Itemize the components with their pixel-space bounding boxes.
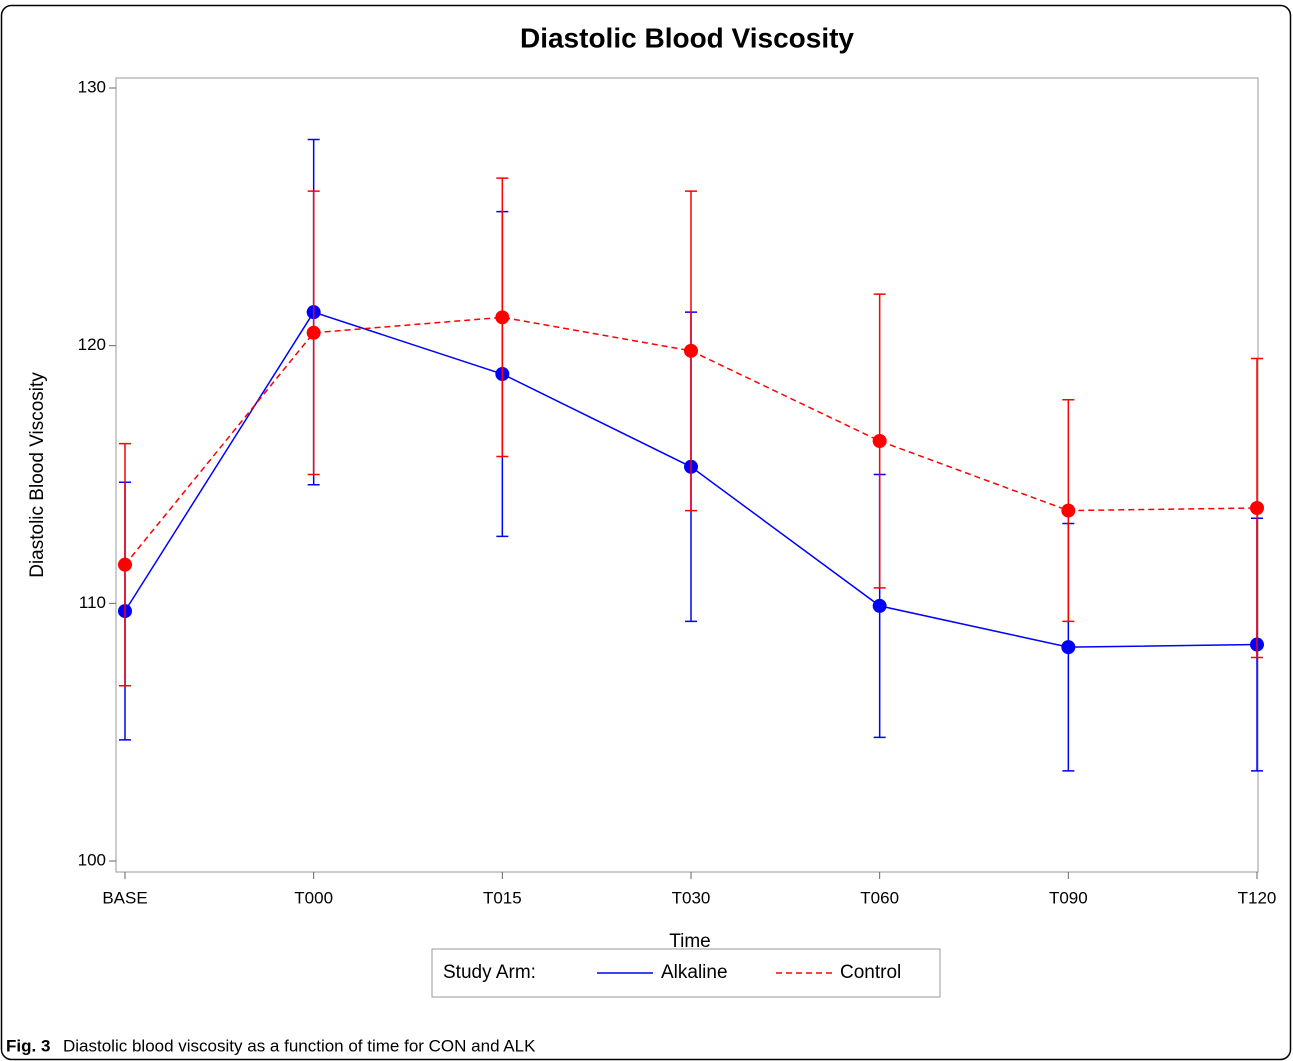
caption-text: Diastolic blood viscosity as a function … — [63, 1036, 536, 1055]
data-point — [872, 598, 887, 613]
data-point — [495, 310, 510, 325]
x-tick-label: T120 — [1238, 888, 1277, 907]
x-tick-label: T000 — [294, 888, 333, 907]
figure-border — [0, 4, 1292, 1061]
x-tick-label: T060 — [860, 888, 899, 907]
legend-title: Study Arm: — [443, 962, 536, 983]
y-tick-label: 100 — [78, 850, 106, 869]
y-tick-label: 120 — [78, 335, 106, 354]
x-tick-label: T030 — [672, 888, 711, 907]
x-tick-label: T090 — [1049, 888, 1088, 907]
y-axis-label: Diastolic Blood Viscosity — [27, 372, 48, 578]
x-tick-label: BASE — [102, 888, 147, 907]
data-point — [1061, 640, 1076, 655]
x-axis-label: Time — [669, 931, 711, 952]
x-tick-label: T015 — [483, 888, 522, 907]
data-point — [1061, 503, 1076, 518]
data-point — [872, 434, 887, 449]
data-point — [684, 343, 698, 358]
legend-box — [431, 948, 941, 998]
caption-label: Fig. 3 — [6, 1036, 50, 1055]
data-point — [306, 325, 321, 340]
data-point — [118, 557, 132, 572]
legend-label: Alkaline — [661, 962, 728, 983]
y-tick-label: 110 — [79, 593, 106, 612]
data-point — [1250, 500, 1264, 515]
y-tick-label: 130 — [78, 77, 106, 96]
chart-title: Diastolic Blood Viscosity — [520, 22, 854, 53]
plot-frame — [115, 77, 1259, 873]
legend-label: Control — [840, 962, 901, 983]
